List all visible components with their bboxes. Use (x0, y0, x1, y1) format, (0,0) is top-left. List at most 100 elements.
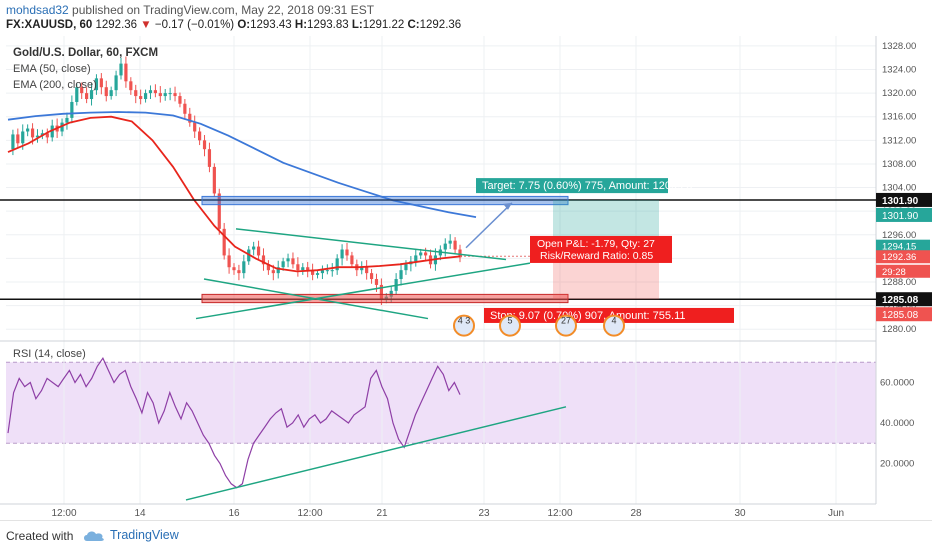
economic-event-count: 4 3 (458, 316, 471, 326)
candle-body (153, 90, 157, 94)
candle-body (281, 261, 285, 268)
stop-label-box (484, 307, 734, 323)
economic-event-flag-icon (453, 314, 475, 337)
price-tick-label: 1304.00 (882, 183, 916, 194)
candle-body (389, 290, 393, 297)
economic-event-flag-icon (499, 314, 521, 337)
rsi-tick-label: 20.0000 (880, 459, 914, 470)
price-badge (876, 264, 930, 278)
time-tick-label: 12:00 (297, 508, 322, 519)
candle-body (35, 135, 40, 138)
close-label: C: (407, 19, 420, 31)
author-name[interactable]: mohdsad32 (6, 3, 69, 17)
candle-body (301, 267, 305, 271)
price-tick-label: 1296.00 (882, 230, 916, 241)
candle-body (207, 149, 212, 167)
open-pnl-text: Open P&L: -1.79, Qty: 27 (537, 238, 655, 250)
candle-body (173, 93, 177, 97)
candle-body (26, 128, 30, 132)
candle-body (11, 134, 15, 150)
candle-body (188, 113, 192, 123)
publish-info: mohdsad32 published on TradingView.com, … (6, 3, 374, 17)
candle-body (424, 252, 428, 256)
level-price-badge (876, 292, 932, 307)
open-value: 1293.43 (250, 19, 292, 31)
rsi-tick-label: 60.0000 (880, 378, 914, 389)
rsi-line (7, 356, 461, 489)
candle-body (178, 96, 182, 104)
candle-body (232, 267, 236, 271)
target-label-text: Target: 7.75 (0.60%) 775, Amount: 1209.2… (482, 180, 692, 192)
close-value: 1292.36 (419, 19, 462, 31)
price-tick-label: 1288.00 (882, 277, 916, 288)
time-tick-label: 30 (734, 508, 746, 519)
candle-body (458, 249, 462, 257)
candle-body (129, 81, 133, 91)
candle-body (350, 255, 354, 265)
ema-50-line (7, 115, 463, 273)
candle-body (94, 78, 99, 91)
economic-event-count: 5 (507, 316, 512, 326)
candle-body (168, 93, 172, 95)
resistance-zone (201, 195, 569, 206)
target-price-text: 1301.90 (882, 211, 919, 222)
candle-body (399, 270, 403, 280)
loss-zone (553, 256, 659, 300)
candle-body (193, 122, 197, 132)
candle-body (276, 267, 280, 274)
level-price-text: 1285.08 (882, 295, 919, 306)
footer: Created with TradingView (0, 520, 932, 551)
candle-body (85, 93, 89, 100)
candle-body (369, 273, 374, 280)
candle-body (139, 96, 143, 100)
price-tick-label: 1312.00 (882, 135, 916, 146)
low-value: 1291.22 (362, 19, 405, 31)
open-label: O: (237, 19, 251, 31)
economic-event-flag-icon (555, 314, 577, 337)
economic-event-flag-icon (603, 314, 625, 337)
candle-body (286, 258, 290, 262)
candle-body (419, 252, 423, 256)
rsi-legend: RSI (14, close) (13, 348, 86, 360)
candle-body (65, 117, 69, 123)
candle-body (80, 87, 84, 94)
candle-body (21, 131, 25, 144)
candle-body (291, 258, 295, 265)
rsi-support-trendline (185, 406, 567, 501)
candle-body (114, 75, 118, 91)
candle-body (306, 267, 310, 271)
price-tick-label: 1280.00 (882, 324, 916, 335)
candle-body (109, 90, 113, 97)
candle-body (198, 131, 202, 141)
projection-arrow-line (465, 202, 513, 249)
ema-200-line (7, 111, 477, 218)
candle-body (379, 284, 383, 300)
publish-text: published on TradingView.com, May 22, 20… (68, 3, 375, 17)
price-badge-text: 1294.15 (882, 242, 916, 253)
created-with-text: Created with (6, 529, 74, 543)
candle-body (335, 258, 339, 271)
target-label-box (476, 178, 668, 194)
candle-body (50, 125, 54, 138)
candle-body (227, 255, 231, 268)
tradingview-brand[interactable]: TradingView (110, 528, 179, 542)
ema-50-legend: EMA (50, close) (13, 63, 91, 75)
rsi-band (6, 362, 876, 444)
chart-canvas[interactable]: 1280.001284.001288.001292.001296.001300.… (0, 36, 932, 520)
candle-body (75, 87, 79, 102)
wedge-upper-trendline (235, 228, 507, 261)
candle-body (242, 261, 246, 274)
symbol-label: FX:XAUUSD, 60 (6, 19, 93, 31)
candle-body (325, 270, 329, 272)
rsi-tick-label: 40.0000 (880, 418, 914, 429)
candle-body (104, 87, 108, 97)
candle-body (89, 90, 94, 100)
price-tick-label: 1324.00 (882, 65, 916, 76)
candle-body (261, 255, 266, 265)
candle-body (30, 128, 35, 138)
time-tick-label: 12:00 (51, 508, 76, 519)
time-tick-label: 23 (478, 508, 490, 519)
candle-body (158, 93, 162, 97)
candle-body (16, 134, 20, 144)
stop-price-badge (876, 307, 932, 322)
